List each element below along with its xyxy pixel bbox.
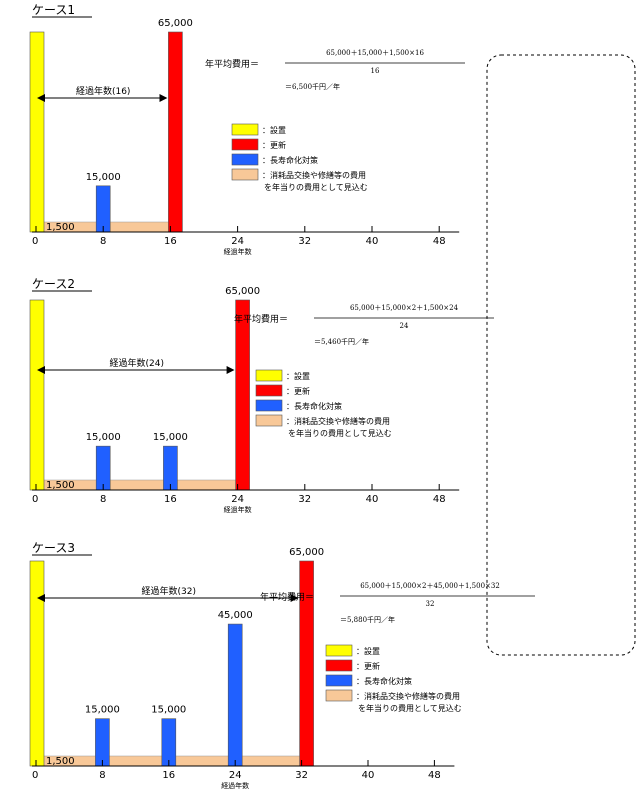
x-axis-label: 経過年数 — [224, 505, 252, 514]
legend-swatch-life_extension — [325, 674, 353, 687]
legend-label: ：消耗品交換や修繕等の費用 — [262, 170, 366, 180]
bar-life_extension — [161, 718, 177, 767]
legend-label: ：消耗品交換や修繕等の費用 — [356, 691, 460, 701]
legend-label: ：長寿命化対策 — [262, 155, 318, 165]
legend-swatch-renewal — [255, 384, 283, 397]
maintenance-label: 1,500 — [46, 756, 75, 767]
bar-life_extension — [95, 185, 111, 233]
bar-value-label: 15,000 — [151, 705, 186, 716]
bar-value-label: 15,000 — [86, 432, 121, 443]
x-tick-label: 0 — [32, 236, 38, 247]
legend-sublabel: を年当りの費用として見込む — [288, 428, 392, 438]
bar-renewal — [299, 560, 314, 767]
x-tick-label: 0 — [32, 494, 38, 505]
bar-life_extension — [95, 718, 110, 767]
x-tick-label: 32 — [298, 494, 311, 505]
x-tick-label: 48 — [433, 236, 446, 247]
span-label: 経過年数(16) — [76, 85, 130, 97]
formula-result: ＝6,500千円／年 — [285, 82, 340, 91]
legend-label: ：更新 — [286, 386, 310, 396]
bar-value-label: 45,000 — [218, 610, 253, 621]
legend-swatch-maintenance — [255, 414, 283, 427]
bar-renewal — [168, 31, 183, 233]
formula-numerator: 65,000＋15,000×2＋1,500×24 — [350, 304, 459, 312]
legend-label: ：更新 — [356, 661, 380, 671]
formula-result: ＝5,880千円／年 — [340, 615, 395, 624]
x-tick-label: 40 — [362, 770, 375, 781]
chart-title: ケース2 — [32, 277, 75, 291]
chart-title: ケース1 — [32, 3, 75, 17]
legend-sublabel: を年当りの費用として見込む — [358, 703, 462, 713]
x-tick-label: 8 — [100, 236, 106, 247]
chart-title: ケース3 — [32, 541, 75, 555]
formula-denominator: 16 — [371, 67, 380, 75]
legend-swatch-maintenance — [325, 689, 353, 702]
bar-life_extension — [227, 623, 243, 767]
x-tick-label: 32 — [295, 770, 308, 781]
legend-sublabel: を年当りの費用として見込む — [264, 182, 368, 192]
bar-value-label: 15,000 — [86, 172, 121, 183]
maintenance-label: 1,500 — [46, 480, 75, 491]
chart-case-3: ケース3 1,500 15,000 15,000 45,000 65,000 0 8 16 24 3… — [29, 541, 535, 790]
x-tick-label: 48 — [428, 770, 441, 781]
formula-denominator: 24 — [400, 322, 409, 330]
legend-label: ：長寿命化対策 — [356, 676, 412, 686]
formula-numerator: 65,000＋15,000×2＋45,000＋1,500×32 — [360, 582, 500, 590]
x-axis-label: 経過年数 — [221, 781, 249, 790]
x-tick-label: 16 — [164, 236, 177, 247]
legend-swatch-maintenance — [231, 168, 259, 181]
x-tick-label: 24 — [231, 236, 244, 247]
legend-swatch-life_extension — [255, 399, 283, 412]
bar-value-label: 65,000 — [225, 286, 260, 297]
formula-numerator: 65,000＋15,000＋1,500×16 — [326, 49, 424, 57]
legend-label: ：長寿命化対策 — [286, 401, 342, 411]
legend-swatch-installation — [325, 644, 353, 657]
legend-label: ：設置 — [262, 125, 286, 135]
chart-case-2: ケース2 1,500 15,000 15,000 65,000 0 8 16 24 32 40 48 経… — [29, 277, 494, 514]
bar-life_extension — [95, 445, 111, 491]
x-tick-label: 40 — [366, 494, 379, 505]
legend-swatch-renewal — [231, 138, 259, 151]
bar-value-label: 15,000 — [85, 705, 120, 716]
formula-result: ＝5,460千円／年 — [314, 337, 369, 346]
formula-lhs: 年平均費用＝ — [205, 58, 259, 70]
x-tick-label: 48 — [433, 494, 446, 505]
dashed-side-box — [486, 54, 636, 656]
bar-installation — [29, 31, 45, 233]
formula-denominator: 32 — [426, 600, 435, 608]
x-tick-label: 0 — [32, 770, 38, 781]
x-tick-label: 32 — [298, 236, 311, 247]
legend-label: ：更新 — [262, 140, 286, 150]
legend-swatch-life_extension — [231, 153, 259, 166]
legend-swatch-installation — [255, 369, 283, 382]
x-tick-label: 8 — [99, 770, 105, 781]
x-tick-label: 16 — [162, 770, 175, 781]
legend-swatch-renewal — [325, 659, 353, 672]
legend-label: ：設置 — [286, 371, 310, 381]
bar-value-label: 15,000 — [153, 432, 188, 443]
bar-installation — [29, 560, 45, 767]
bar-renewal — [235, 299, 250, 491]
bar-installation — [29, 299, 45, 491]
span-label: 経過年数(32) — [142, 585, 196, 597]
span-label: 経過年数(24) — [110, 357, 164, 369]
bar-value-label: 65,000 — [289, 547, 324, 558]
x-tick-label: 8 — [100, 494, 106, 505]
x-tick-label: 24 — [231, 494, 244, 505]
legend-label: ：消耗品交換や修繕等の費用 — [286, 416, 390, 426]
x-tick-label: 16 — [164, 494, 177, 505]
chart-case-1: ケース1 1,500 15,000 65,000 0 8 16 24 32 40 48 経過年数 経過年… — [29, 3, 465, 256]
legend-swatch-installation — [231, 123, 259, 136]
maintenance-label: 1,500 — [46, 222, 75, 233]
x-tick-label: 40 — [366, 236, 379, 247]
formula-lhs: 年平均費用＝ — [234, 313, 288, 325]
bar-life_extension — [163, 445, 178, 491]
legend-label: ：設置 — [356, 646, 380, 656]
x-tick-label: 24 — [229, 770, 242, 781]
x-axis-label: 経過年数 — [224, 247, 252, 256]
bar-value-label: 65,000 — [158, 18, 193, 29]
formula-lhs: 年平均費用＝ — [260, 591, 314, 603]
